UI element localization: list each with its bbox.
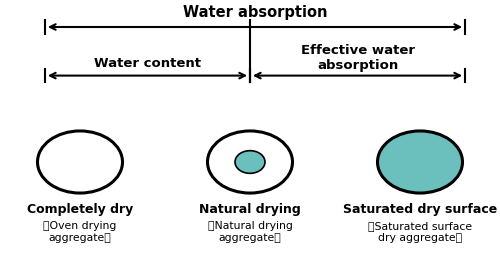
Ellipse shape	[38, 131, 122, 193]
Ellipse shape	[378, 131, 462, 193]
Text: （Natural drying
aggregate）: （Natural drying aggregate）	[208, 221, 292, 243]
Text: Water content: Water content	[94, 57, 201, 70]
Text: Effective water
absorption: Effective water absorption	[300, 44, 414, 72]
Ellipse shape	[208, 131, 292, 193]
Text: Water absorption: Water absorption	[183, 5, 327, 20]
Text: Natural drying: Natural drying	[199, 202, 301, 215]
Text: Saturated dry surface: Saturated dry surface	[343, 202, 497, 215]
Text: Completely dry: Completely dry	[27, 202, 133, 215]
Ellipse shape	[235, 151, 265, 173]
Text: （Oven drying
aggregate）: （Oven drying aggregate）	[44, 221, 117, 243]
Text: （Saturated surface
dry aggregate）: （Saturated surface dry aggregate）	[368, 221, 472, 243]
